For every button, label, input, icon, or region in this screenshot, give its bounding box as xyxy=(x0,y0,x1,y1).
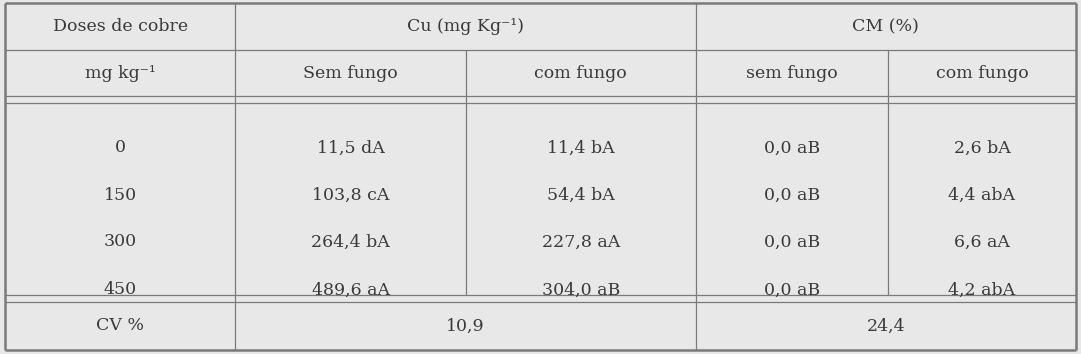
Text: 0: 0 xyxy=(115,139,126,156)
Text: 264,4 bA: 264,4 bA xyxy=(311,234,390,251)
Text: 54,4 bA: 54,4 bA xyxy=(547,187,614,204)
Text: 0,0 aB: 0,0 aB xyxy=(764,234,820,251)
Text: CM (%): CM (%) xyxy=(852,18,919,35)
Text: 11,4 bA: 11,4 bA xyxy=(547,139,614,156)
Text: 300: 300 xyxy=(104,234,137,251)
Text: 450: 450 xyxy=(104,281,137,298)
Text: 11,5 dA: 11,5 dA xyxy=(317,139,385,156)
Text: 10,9: 10,9 xyxy=(446,318,485,335)
Text: 150: 150 xyxy=(104,187,137,204)
Text: mg kg⁻¹: mg kg⁻¹ xyxy=(85,64,156,81)
Text: 103,8 cA: 103,8 cA xyxy=(311,187,389,204)
Text: CV %: CV % xyxy=(96,318,145,335)
Text: 24,4: 24,4 xyxy=(866,318,905,335)
Text: com fungo: com fungo xyxy=(935,64,1028,81)
Text: 6,6 aA: 6,6 aA xyxy=(955,234,1010,251)
Text: Doses de cobre: Doses de cobre xyxy=(53,18,188,35)
Text: sem fungo: sem fungo xyxy=(746,64,838,81)
Text: Sem fungo: Sem fungo xyxy=(303,64,398,81)
Text: 2,6 bA: 2,6 bA xyxy=(953,139,1011,156)
Text: com fungo: com fungo xyxy=(534,64,627,81)
Text: 304,0 aB: 304,0 aB xyxy=(542,281,619,298)
Text: 4,2 abA: 4,2 abA xyxy=(948,281,1015,298)
Text: 0,0 aB: 0,0 aB xyxy=(764,139,820,156)
Text: 0,0 aB: 0,0 aB xyxy=(764,281,820,298)
Text: 489,6 aA: 489,6 aA xyxy=(311,281,389,298)
Text: 4,4 abA: 4,4 abA xyxy=(948,187,1015,204)
Text: 227,8 aA: 227,8 aA xyxy=(542,234,619,251)
Text: 0,0 aB: 0,0 aB xyxy=(764,187,820,204)
Text: Cu (mg Kg⁻¹): Cu (mg Kg⁻¹) xyxy=(408,18,524,35)
